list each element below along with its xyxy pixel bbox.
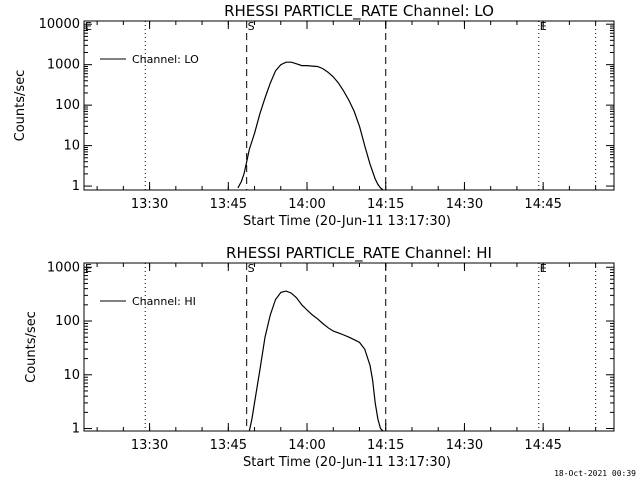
y-tick-label: 1000	[47, 260, 80, 275]
x-tick-label: 13:45	[210, 197, 247, 212]
event-marker-label: E	[85, 262, 92, 275]
x-tick-label: 14:45	[524, 438, 561, 453]
legend-label: Channel: LO	[132, 53, 199, 66]
y-axis-label: Counts/sec	[24, 311, 39, 383]
x-tick-label: 14:30	[446, 438, 483, 453]
axes-frame	[83, 20, 615, 191]
y-tick-label: 100	[55, 314, 80, 329]
y-tick-label: 10000	[39, 17, 80, 32]
axes-frame	[83, 262, 615, 432]
event-marker-label: E	[540, 262, 547, 275]
x-tick-label: 14:00	[288, 197, 325, 212]
event-marker-label: S	[248, 262, 255, 275]
event-marker-label: S	[248, 20, 255, 33]
event-marker-label: E	[540, 20, 547, 33]
y-tick-label: 1000	[47, 58, 80, 73]
x-tick-label: 14:30	[446, 197, 483, 212]
event-marker-label: E	[85, 20, 92, 33]
y-tick-label: 1	[72, 179, 80, 194]
x-axis-label: Start Time (20-Jun-11 13:17:30)	[243, 455, 451, 470]
y-tick-label: 10	[63, 368, 80, 383]
legend-label: Channel: HI	[132, 295, 196, 308]
x-tick-label: 14:15	[367, 197, 404, 212]
chart-title: RHESSI PARTICLE_RATE Channel: LO	[224, 2, 494, 21]
y-tick-label: 1	[72, 422, 80, 437]
chart-panel-1: RHESSI PARTICLE_RATE Channel: LO Counts/s…	[13, 2, 615, 229]
x-tick-label: 13:45	[210, 438, 247, 453]
x-tick-label: 14:45	[524, 197, 561, 212]
x-tick-label: 13:30	[131, 197, 168, 212]
x-axis-label: Start Time (20-Jun-11 13:17:30)	[243, 214, 451, 229]
chart-panel-2: RHESSI PARTICLE_RATE Channel: HI Counts/s…	[24, 244, 615, 470]
y-tick-label: 100	[55, 98, 80, 113]
series-line	[248, 290, 384, 431]
x-tick-label: 14:00	[288, 438, 325, 453]
y-axis-label: Counts/sec	[13, 70, 28, 142]
series-line	[237, 61, 384, 190]
footer-timestamp: 18-Oct-2021 00:39	[554, 469, 636, 478]
x-tick-label: 13:30	[131, 438, 168, 453]
x-tick-label: 14:15	[367, 438, 404, 453]
y-tick-label: 10	[63, 139, 80, 154]
chart-title: RHESSI PARTICLE_RATE Channel: HI	[226, 244, 492, 263]
